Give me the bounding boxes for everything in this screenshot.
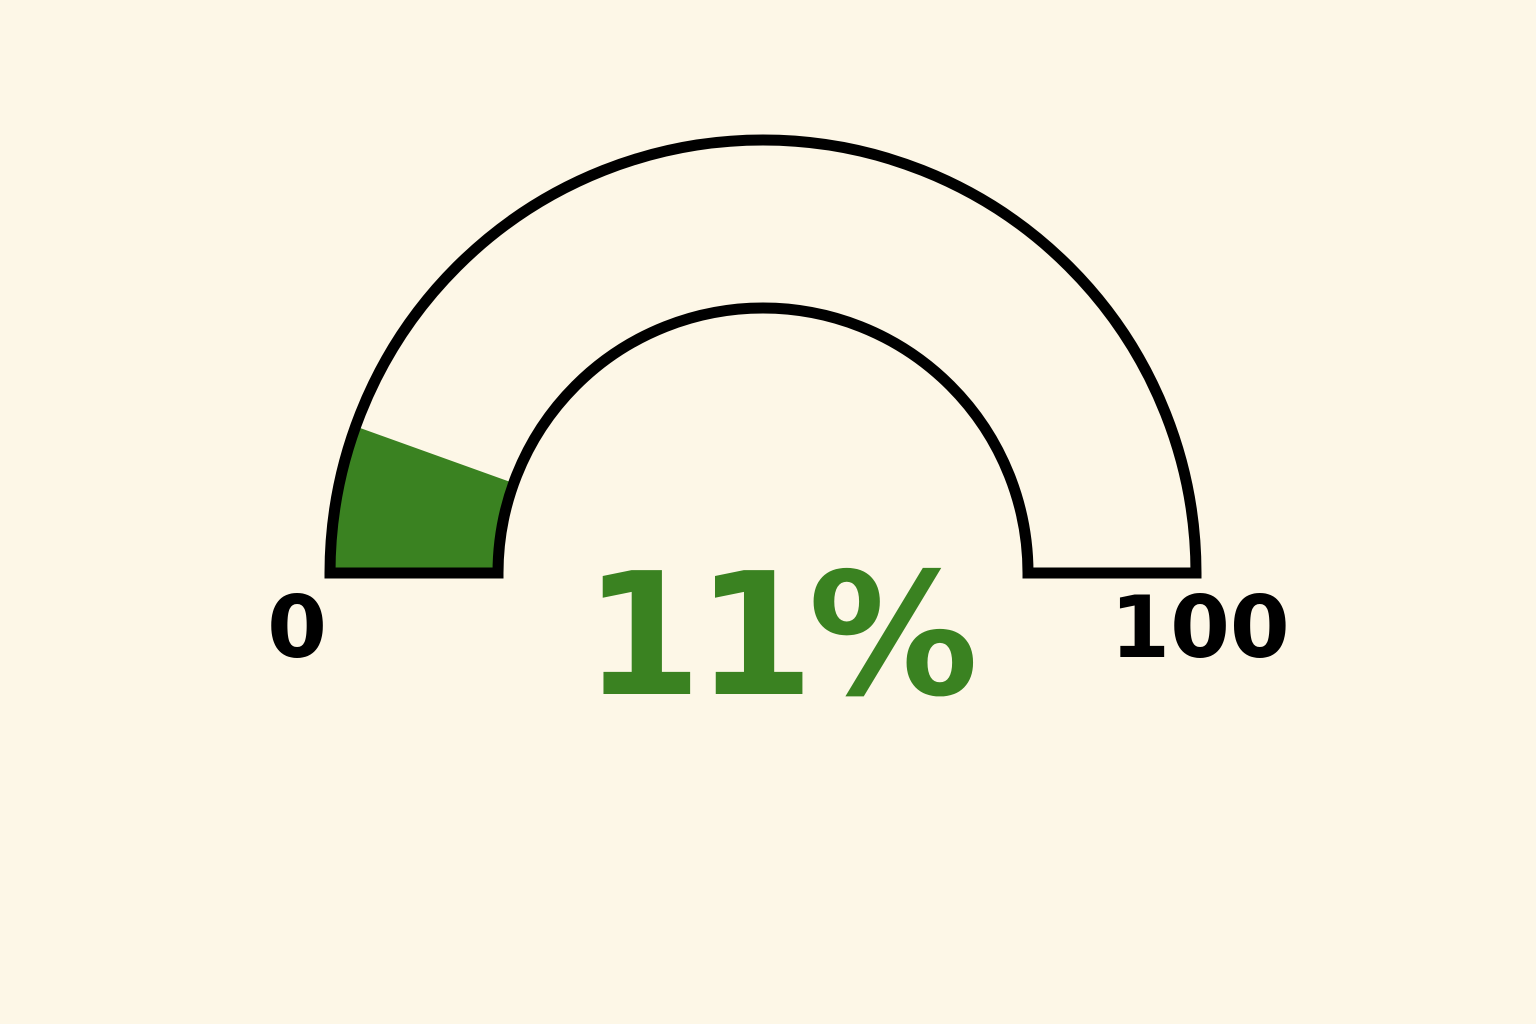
gauge-outline (324, 134, 1202, 579)
gauge-fill (330, 426, 514, 573)
gauge-max-label: 100 (1110, 578, 1290, 678)
gauge-track (330, 140, 1196, 573)
gauge-min-label: 0 (267, 578, 327, 678)
gauge-value-label: 11% (584, 537, 974, 735)
